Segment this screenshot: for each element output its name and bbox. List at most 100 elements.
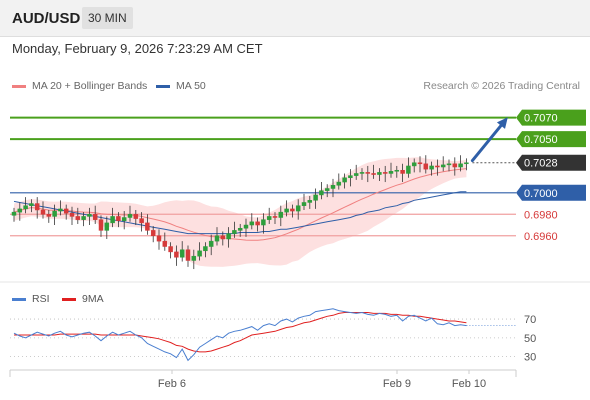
candle-bear — [46, 214, 52, 217]
candle-bull — [87, 214, 92, 217]
ma9-swatch — [62, 297, 76, 301]
candle-bull — [313, 194, 318, 201]
ma50-swatch — [156, 84, 170, 88]
credit-text: Research © 2026 Trading Central — [423, 80, 580, 92]
ma9-legend-label: 9MA — [82, 293, 104, 305]
candle-bull — [121, 217, 127, 221]
candle-bear — [139, 218, 144, 224]
candle-bear — [162, 240, 168, 247]
last-price-label-box — [516, 154, 586, 171]
bollinger-band — [14, 157, 467, 267]
pivot-label-box — [516, 184, 586, 201]
candle-bull — [406, 165, 411, 174]
candle-bull — [353, 173, 359, 176]
last-price-label: 0.7028 — [524, 158, 558, 170]
candle-bear — [174, 251, 179, 258]
candle-bull — [307, 200, 313, 203]
candle-bull — [266, 216, 272, 220]
timeframe-button[interactable]: 30 MIN — [82, 7, 133, 29]
rsi-line — [13, 308, 467, 362]
candle-bull — [226, 233, 231, 240]
candle-bull — [232, 230, 237, 234]
forecast-arrow-head — [496, 117, 508, 129]
candle-bull — [411, 162, 417, 167]
candle-bull — [394, 169, 400, 172]
candle-bear — [220, 235, 226, 240]
candle-bull — [336, 181, 342, 186]
chart-header: AUD/USD 30 MIN — [0, 0, 590, 37]
candle-bear — [417, 162, 423, 165]
ma50-legend-label: MA 50 — [176, 80, 206, 92]
candle-bear — [365, 172, 371, 174]
candle-bull — [243, 224, 249, 229]
candle-bear — [75, 216, 81, 220]
forecast-arrow-shaft — [470, 120, 506, 163]
rsi-tick-label: 70 — [524, 314, 536, 326]
candle-bull — [278, 211, 284, 218]
candle-bull — [377, 172, 382, 175]
candle-bull — [249, 221, 255, 226]
candle-bear — [255, 221, 260, 226]
candle-bear — [382, 172, 388, 174]
candle-bear — [63, 208, 69, 214]
candle-bull — [440, 164, 446, 168]
candle-bull — [81, 216, 86, 220]
candle-bull — [191, 255, 197, 261]
candle-bull — [261, 219, 266, 226]
candle-bull — [214, 235, 220, 242]
resistance-label: 0.7070 — [524, 113, 558, 125]
candle-bear — [98, 219, 104, 231]
support-label: 0.6980 — [524, 209, 558, 221]
symbol-label: AUD/USD — [12, 10, 81, 27]
candle-bull — [388, 171, 394, 174]
candle-bull — [104, 222, 110, 231]
rsi-tick-label: 50 — [524, 333, 536, 345]
candle-bear — [92, 214, 98, 220]
candle-bear — [452, 163, 458, 168]
candle-bull — [52, 210, 57, 217]
candle-bull — [29, 203, 34, 206]
resistance-label-box — [516, 131, 586, 148]
candle-bull — [11, 211, 17, 216]
candle-bull — [301, 202, 307, 206]
rsi-legend-label: RSI — [32, 293, 50, 305]
candle-bear — [40, 209, 46, 215]
datetime-label: Monday, February 9, 2026 7:23:29 AM CET — [12, 41, 263, 56]
candle-bear — [145, 222, 150, 231]
support-label: 0.6960 — [524, 231, 558, 243]
candle-bull — [359, 172, 365, 174]
candle-bull — [446, 163, 452, 166]
candle-bull — [208, 240, 214, 247]
candle-bull — [237, 228, 243, 231]
candle-bull — [127, 214, 133, 218]
candle-bull — [342, 177, 347, 183]
candle-bear — [400, 169, 405, 174]
candle-bull — [429, 165, 434, 170]
candle-bear — [371, 173, 376, 175]
time-axis-label: Feb 10 — [452, 378, 486, 390]
resistance-label-box — [516, 109, 586, 126]
candle-bull — [197, 250, 202, 257]
rsi-swatch — [12, 297, 26, 301]
candle-bull — [203, 246, 208, 252]
candle-bear — [290, 208, 295, 212]
pivot-label: 0.7000 — [524, 188, 558, 200]
candle-bull — [58, 208, 63, 212]
candle-bear — [435, 165, 440, 168]
candle-bull — [458, 163, 463, 168]
candle-bear — [185, 249, 191, 261]
legend-bb: MA 20 + Bollinger Bands — [12, 80, 147, 92]
candle-bear — [34, 203, 40, 211]
resistance-label: 0.7050 — [524, 134, 558, 146]
candle-bull — [319, 190, 324, 196]
rsi-tick-label: 30 — [524, 352, 536, 364]
time-axis-label: Feb 6 — [158, 378, 186, 390]
candle-bull — [284, 208, 289, 213]
bb-legend-label: MA 20 + Bollinger Bands — [32, 80, 148, 92]
candle-bull — [179, 249, 185, 258]
candle-bear — [150, 230, 156, 237]
candle-bear — [272, 216, 278, 218]
candle-bear — [69, 212, 75, 217]
time-axis-label: Feb 9 — [383, 378, 411, 390]
